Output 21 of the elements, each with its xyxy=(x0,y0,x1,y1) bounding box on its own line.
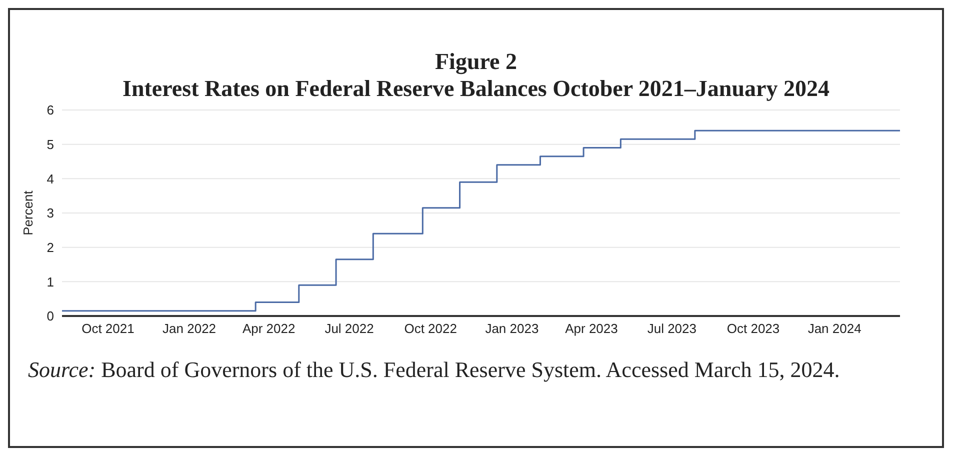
y-tick-label: 4 xyxy=(46,171,54,186)
x-tick-label: Oct 2022 xyxy=(404,321,457,336)
x-tick-label: Jan 2022 xyxy=(162,321,216,336)
x-tick-label: Jan 2023 xyxy=(485,321,539,336)
chart-subtitle: Interest Rates on Federal Reserve Balances October 2021–January 2024 xyxy=(122,75,830,102)
source-note: Source: Board of Governors of the U.S. Federal Reserve System. Accessed March 15, 2024. xyxy=(28,356,841,383)
y-tick-label: 0 xyxy=(46,308,54,324)
x-tick-label: Jan 2024 xyxy=(808,321,862,336)
y-tick-label: 1 xyxy=(46,274,54,290)
x-tick-label: Apr 2022 xyxy=(242,321,296,336)
y-tick-label: 3 xyxy=(46,206,54,221)
y-tick-label: 2 xyxy=(46,240,54,255)
y-axis-title: Percent xyxy=(20,190,36,236)
x-tick-label: Oct 2023 xyxy=(726,321,780,336)
x-tick-label: Oct 2021 xyxy=(82,321,134,336)
x-tick-label: Jul 2023 xyxy=(647,321,697,336)
y-tick-label: 5 xyxy=(46,136,54,152)
x-tick-label: Apr 2023 xyxy=(565,321,618,336)
x-tick-label: Jul 2022 xyxy=(324,321,374,336)
y-tick-label: 6 xyxy=(46,102,54,118)
chart-title: Figure 2 xyxy=(434,48,518,75)
